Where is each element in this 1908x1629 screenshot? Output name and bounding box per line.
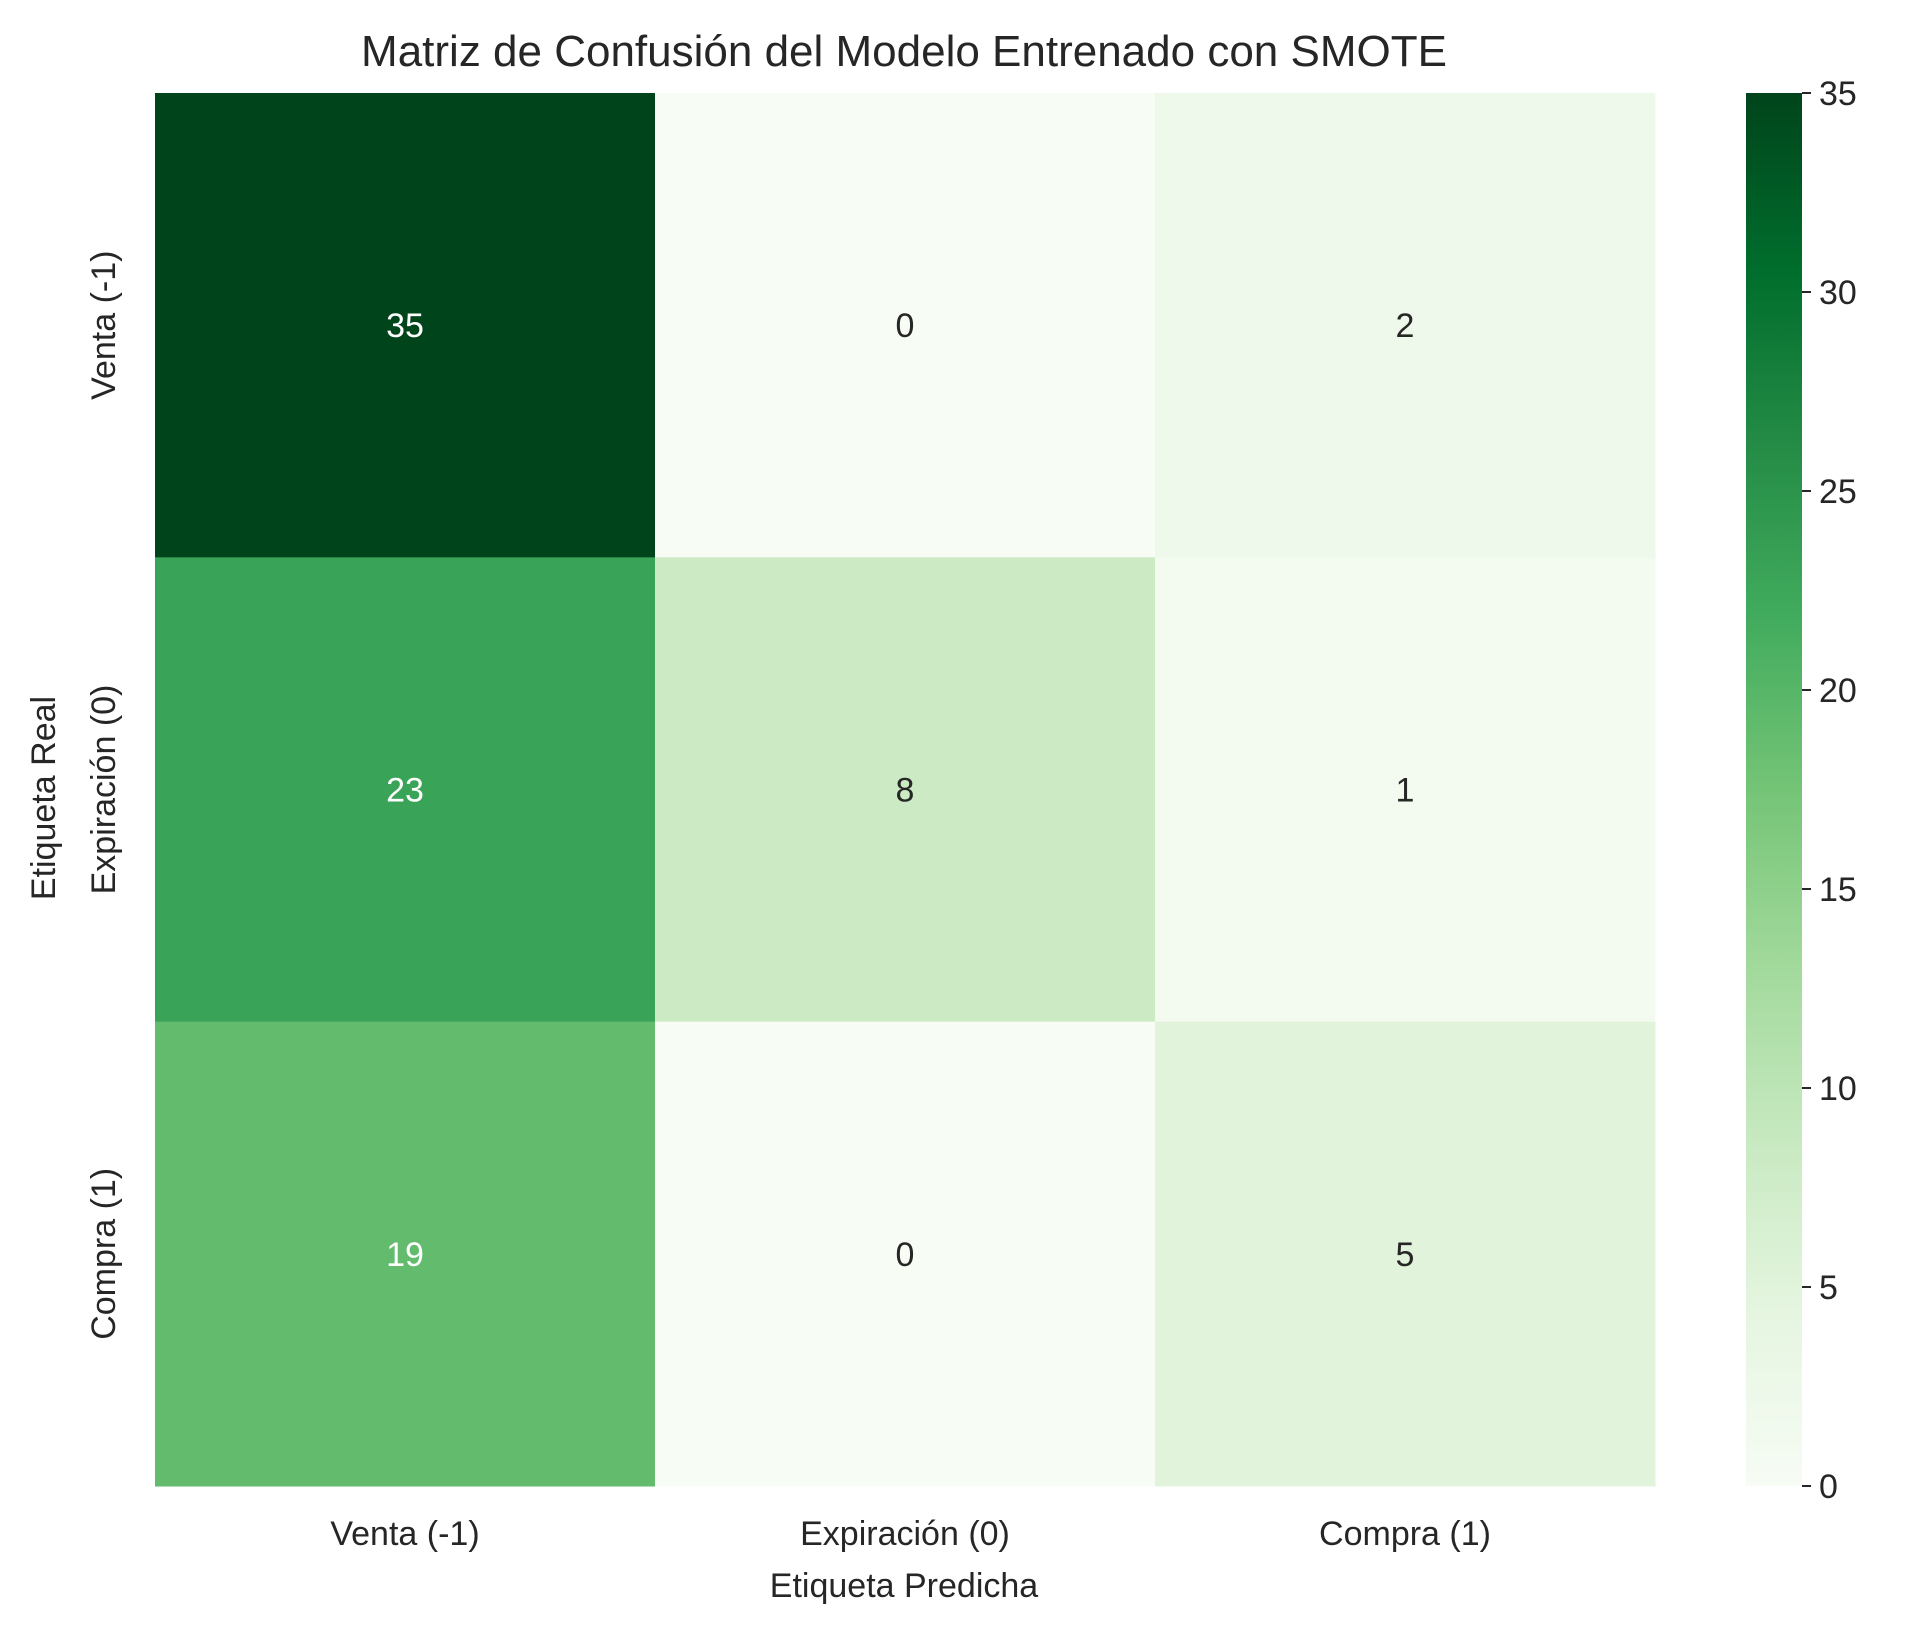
colorbar-tick-label: 25 (1819, 473, 1857, 511)
heatmap-cell (655, 93, 1156, 558)
cell-value-label: 35 (386, 307, 424, 345)
colorbar-tick-label: 30 (1819, 274, 1857, 312)
colorbar-tick-label: 5 (1819, 1269, 1838, 1307)
chart-title: Matriz de Confusión del Modelo Entrenado… (361, 27, 1447, 76)
y-tick-label: Expiración (0) (85, 685, 123, 895)
cell-value-label: 8 (896, 772, 915, 810)
heatmap-cell (1155, 557, 1656, 1023)
y-axis-tick-labels: Venta (-1) Expiración (0) Compra (1) (85, 251, 123, 1340)
heatmap-cell-labels: 35 0 2 23 8 1 19 0 5 (386, 307, 1414, 1274)
cell-value-label: 23 (386, 772, 424, 810)
colorbar-tick-label: 20 (1819, 672, 1857, 710)
x-tick-label: Venta (-1) (330, 1515, 479, 1553)
y-tick-label: Venta (-1) (85, 251, 123, 400)
x-tick-label: Expiración (0) (800, 1515, 1010, 1553)
heatmap-cell (155, 1021, 656, 1487)
colorbar-ticks: 0 5 10 15 20 25 30 35 (1802, 75, 1857, 1506)
heatmap-cell (1155, 1021, 1656, 1487)
colorbar-tick-label: 15 (1819, 871, 1857, 909)
heatmap-cell (155, 557, 656, 1023)
cell-value-label: 0 (896, 307, 915, 345)
heatmap-cell (655, 557, 1156, 1023)
cell-value-label: 5 (1396, 1236, 1415, 1274)
y-tick-label: Compra (1) (85, 1168, 123, 1340)
cell-value-label: 19 (386, 1236, 424, 1274)
heatmap-cell (155, 93, 656, 558)
x-axis-tick-labels: Venta (-1) Expiración (0) Compra (1) (330, 1515, 1491, 1553)
cell-value-label: 2 (1396, 307, 1415, 345)
heatmap-cell (655, 1021, 1156, 1487)
cell-value-label: 0 (896, 1236, 915, 1274)
cell-value-label: 1 (1396, 772, 1415, 810)
heatmap-cell (1155, 93, 1656, 558)
y-axis-label: Etiqueta Real (25, 696, 63, 900)
colorbar-tick-label: 0 (1819, 1468, 1838, 1506)
colorbar-tick-label: 10 (1819, 1070, 1857, 1108)
heatmap-cells (155, 93, 1656, 1487)
colorbar (1746, 93, 1802, 1486)
colorbar-tick-label: 35 (1819, 75, 1857, 113)
x-axis-label: Etiqueta Predicha (770, 1567, 1038, 1605)
x-tick-label: Compra (1) (1319, 1515, 1491, 1553)
